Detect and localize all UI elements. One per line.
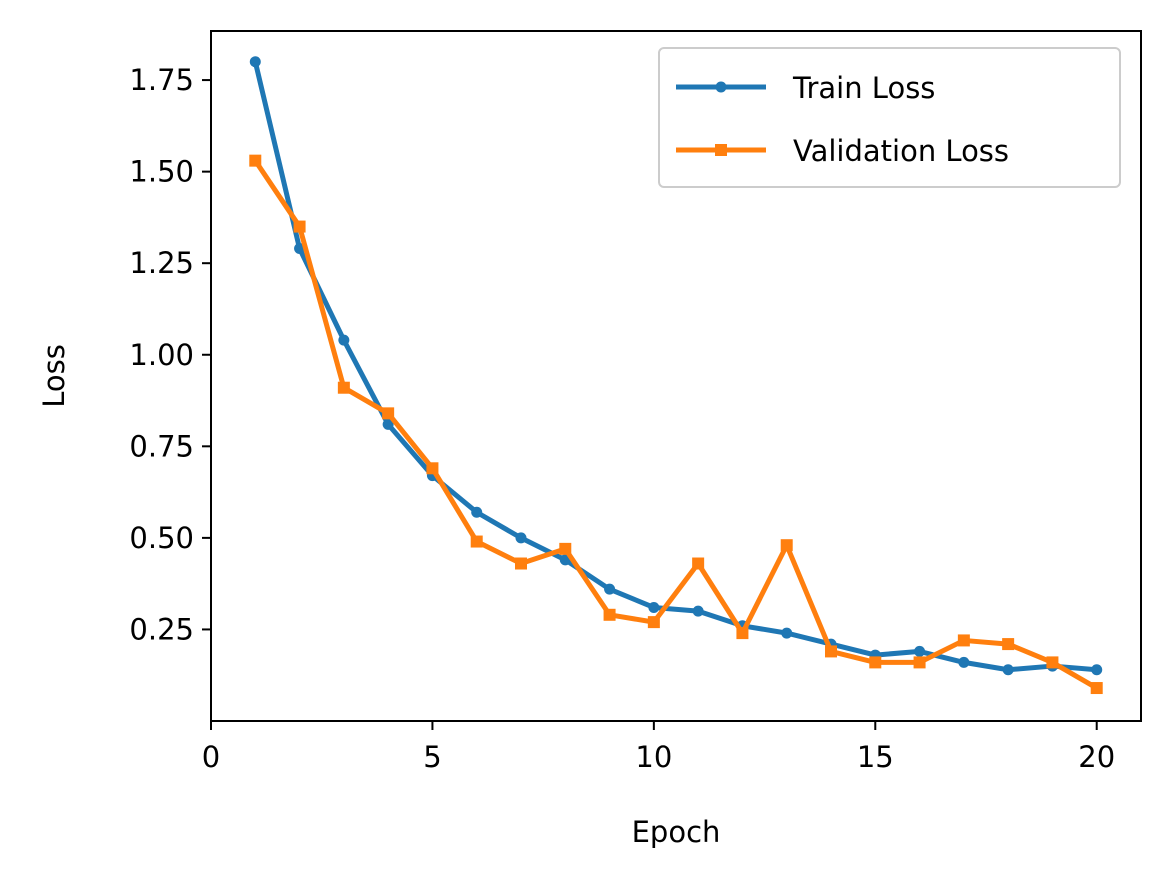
legend-entry: Validation Loss	[676, 134, 1009, 168]
series-line	[252, 158, 1100, 691]
data-point	[781, 627, 793, 639]
y-axis-label: Loss	[37, 344, 71, 408]
data-point	[1002, 664, 1014, 676]
data-point	[515, 532, 527, 544]
data-point	[1090, 682, 1103, 695]
data-point	[1002, 638, 1015, 651]
data-point	[736, 627, 749, 640]
x-tick-label: 20	[1078, 740, 1115, 774]
y-tick-label: 0.75	[129, 429, 194, 463]
data-point	[1091, 664, 1103, 676]
data-point	[471, 506, 483, 518]
series-line	[252, 59, 1100, 673]
x-tick-label: 5	[423, 740, 441, 774]
legend-label: Validation Loss	[793, 134, 1009, 168]
data-point	[470, 535, 483, 548]
series-train-loss	[249, 56, 1103, 676]
legend-box	[658, 47, 1121, 188]
data-point	[957, 634, 970, 647]
data-point	[825, 645, 837, 658]
data-point	[648, 601, 660, 613]
legend-marker	[715, 81, 727, 93]
legend-entry: Train Loss	[676, 71, 935, 105]
y-tick-label: 1.00	[129, 338, 194, 372]
legend-marker	[715, 144, 727, 156]
data-point	[559, 542, 572, 555]
data-point	[647, 616, 660, 629]
y-tick-label: 1.75	[129, 63, 194, 97]
data-point	[869, 656, 882, 669]
legend-label: Train Loss	[792, 71, 935, 105]
data-point	[382, 418, 394, 430]
y-tick-label: 0.25	[129, 612, 194, 646]
data-point	[249, 56, 261, 68]
data-point	[913, 656, 926, 669]
y-tick-label: 1.50	[129, 155, 194, 189]
x-axis-label: Epoch	[632, 815, 721, 849]
data-point	[692, 605, 704, 617]
data-point	[958, 656, 970, 668]
legend: Train Loss Validation Loss	[658, 47, 1121, 188]
data-point	[382, 407, 395, 420]
data-point	[293, 220, 306, 233]
data-point	[515, 557, 527, 570]
data-point	[1046, 656, 1059, 669]
axes-frame	[210, 30, 1142, 722]
plot-area	[249, 56, 1103, 695]
y-axis-ticks: 0.25 0.50 0.75 1.00 1.25 1.50 1.75	[129, 63, 211, 646]
y-tick-label: 0.50	[129, 521, 194, 555]
data-point	[603, 608, 616, 621]
data-point	[780, 539, 793, 552]
x-tick-label: 10	[635, 740, 672, 774]
x-axis-ticks: 0 5 10 15 20	[202, 721, 1115, 774]
data-point	[914, 645, 926, 657]
data-point	[337, 381, 350, 394]
data-point	[604, 583, 616, 595]
x-tick-label: 0	[202, 740, 220, 774]
series-validation-loss	[249, 154, 1103, 695]
y-tick-label: 1.25	[129, 246, 194, 280]
data-point	[426, 462, 439, 475]
data-point	[338, 334, 350, 346]
x-tick-label: 15	[857, 740, 894, 774]
data-point	[249, 154, 262, 167]
data-point	[692, 557, 705, 570]
